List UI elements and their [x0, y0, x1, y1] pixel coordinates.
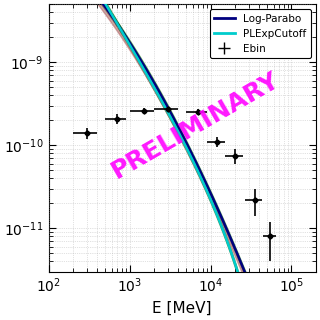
Legend: Log-Parabo, PLExpCutoff, Ebin: Log-Parabo, PLExpCutoff, Ebin	[210, 9, 311, 58]
X-axis label: E [MeV]: E [MeV]	[153, 301, 212, 316]
Text: PRELIMINARY: PRELIMINARY	[108, 67, 284, 183]
